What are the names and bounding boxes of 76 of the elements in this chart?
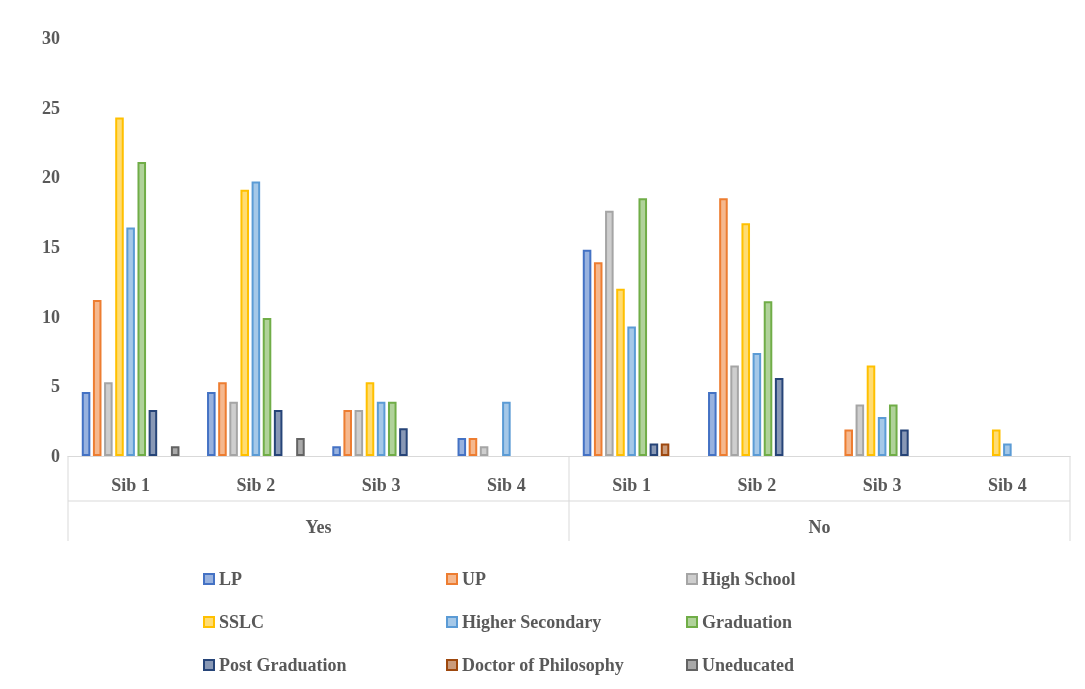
bar (866, 365, 876, 456)
bar (649, 443, 659, 456)
bar (115, 117, 124, 456)
bar (240, 189, 250, 456)
bar (170, 446, 180, 456)
legend-label: SSLC (219, 612, 265, 632)
legend-label: Graduation (702, 612, 793, 632)
y-tick-label: 30 (42, 28, 60, 48)
bar (1003, 443, 1012, 456)
bar (229, 401, 238, 456)
bar (137, 162, 147, 456)
bar (479, 446, 489, 456)
bar (582, 249, 592, 456)
bar (774, 377, 784, 456)
text: Yes (305, 517, 332, 537)
bar (708, 391, 717, 456)
bar (719, 198, 728, 456)
bar (638, 198, 648, 456)
bar (387, 401, 397, 456)
x-tick-label: Sib 1 (612, 475, 651, 495)
y-tick-label: 5 (51, 376, 60, 397)
bar (104, 382, 113, 456)
legend-label: Post Graduation (219, 655, 347, 675)
bar (207, 391, 216, 456)
text: No (808, 517, 831, 537)
bar (593, 262, 603, 456)
bar (627, 326, 636, 456)
legend-label: Doctor of Philosophy (462, 655, 624, 675)
legend-label: Uneducated (702, 655, 795, 675)
legend-label: Higher Secondary (462, 612, 602, 632)
y-tick-label: 0 (51, 446, 60, 466)
bar (92, 299, 102, 456)
bar (752, 352, 762, 456)
bar (296, 437, 305, 456)
bar (332, 446, 341, 456)
bar (616, 288, 625, 456)
bar (273, 410, 283, 456)
bar (502, 401, 511, 456)
bar (877, 416, 887, 456)
bar (741, 223, 751, 456)
bar (126, 227, 135, 456)
bar (148, 410, 158, 456)
bar (399, 428, 408, 456)
x-tick-label: Sib 4 (487, 475, 526, 495)
bar (660, 443, 670, 456)
bar (251, 181, 261, 456)
x-tick-label: Sib 1 (111, 475, 150, 495)
y-tick-label: 10 (42, 306, 60, 327)
legend-label: High School (702, 569, 796, 589)
bar (468, 437, 478, 456)
y-tick-label: 25 (42, 97, 60, 118)
bar (218, 382, 227, 456)
bar (365, 382, 375, 456)
bar (81, 391, 91, 456)
legend-label: UP (462, 569, 486, 589)
bar (991, 429, 1001, 456)
bar (844, 429, 853, 456)
bar (343, 410, 352, 456)
x-tick-label: Sib 2 (737, 475, 777, 495)
x-tick-label: Sib 2 (236, 475, 276, 495)
y-tick-label: 20 (42, 167, 60, 188)
x-tick-label: Sib 3 (361, 475, 401, 495)
bar (354, 410, 364, 456)
bar (376, 401, 386, 456)
bar (605, 210, 614, 456)
bar (763, 301, 773, 456)
bar (888, 404, 898, 456)
bar (262, 318, 272, 456)
bar (457, 437, 467, 456)
bar (900, 429, 909, 456)
bar (855, 404, 865, 456)
x-tick-label: Sib 3 (862, 475, 902, 495)
bar (730, 365, 739, 456)
x-tick-label: Sib 4 (988, 475, 1027, 495)
y-tick-label: 15 (42, 237, 60, 257)
legend-label: LP (219, 569, 243, 589)
